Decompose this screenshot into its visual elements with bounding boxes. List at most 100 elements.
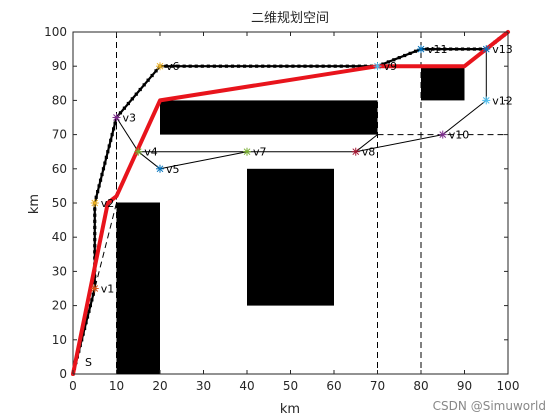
dotted-path-marker-13 bbox=[88, 304, 92, 308]
dotted-path-marker-67 bbox=[224, 64, 229, 68]
dotted-path-marker-60 bbox=[182, 64, 186, 68]
dotted-path-marker-97 bbox=[403, 53, 407, 58]
dotted-path-marker-48 bbox=[126, 101, 130, 106]
dotted-path-marker-80 bbox=[303, 64, 307, 68]
dotted-path-marker-44 bbox=[113, 121, 117, 125]
x-tick-label-40: 40 bbox=[239, 379, 254, 393]
vertex-label-v7: v7 bbox=[253, 146, 267, 159]
vertex-label-v2: v2 bbox=[101, 197, 115, 210]
dotted-path-marker-110 bbox=[478, 47, 482, 51]
dotted-path-marker-98 bbox=[408, 51, 412, 55]
dotted-path-marker-43 bbox=[112, 127, 116, 131]
dotted-path-marker-64 bbox=[206, 64, 210, 68]
network-edge-9 bbox=[355, 134, 443, 153]
dotted-path-marker-38 bbox=[104, 155, 108, 159]
x-tick-label-30: 30 bbox=[196, 379, 211, 393]
watermark-text: CSDN @Simuworld bbox=[433, 399, 546, 413]
dotted-path-marker-51 bbox=[138, 87, 142, 92]
dotted-path-marker-42 bbox=[110, 133, 114, 137]
dotted-path-marker-33 bbox=[97, 184, 101, 188]
dotted-path-marker-81 bbox=[309, 64, 313, 68]
dotted-path-marker-104 bbox=[443, 47, 447, 51]
chart-title: 二维规划空间 bbox=[251, 11, 329, 26]
y-tick-label-50: 50 bbox=[52, 196, 67, 210]
vertex-marker-v4-d2 bbox=[134, 148, 142, 156]
dotted-path-marker-79 bbox=[297, 64, 301, 68]
y-tick-label-60: 60 bbox=[52, 162, 67, 176]
dotted-path-marker-71 bbox=[249, 64, 253, 68]
dotted-path-marker-22 bbox=[93, 250, 97, 254]
vertex-marker-v6-d2 bbox=[156, 62, 164, 70]
dotted-path-marker-28 bbox=[93, 213, 97, 217]
dotted-path-marker-88 bbox=[351, 64, 355, 68]
y-tick-label-20: 20 bbox=[52, 299, 67, 313]
dotted-path-marker-87 bbox=[345, 64, 349, 68]
x-tick-label-70: 70 bbox=[370, 379, 385, 393]
y-tick-label-70: 70 bbox=[52, 128, 67, 142]
dotted-path-marker-76 bbox=[279, 64, 283, 68]
dotted-path-marker-73 bbox=[261, 64, 265, 68]
dotted-path-marker-35 bbox=[100, 172, 104, 177]
dotted-path-marker-72 bbox=[255, 64, 259, 68]
dotted-path-marker-54 bbox=[150, 73, 154, 78]
network-edge-6 bbox=[159, 151, 248, 170]
vertex-label-v8: v8 bbox=[362, 146, 376, 159]
vertex-label-v11: v11 bbox=[427, 43, 448, 56]
dotted-path-marker-49 bbox=[130, 97, 134, 101]
obstacle-1 bbox=[116, 203, 160, 374]
vertex-label-v9: v9 bbox=[384, 60, 398, 73]
dotted-path-marker-89 bbox=[357, 64, 361, 68]
dotted-path-marker-102 bbox=[431, 47, 435, 51]
dotted-path-marker-55 bbox=[154, 69, 158, 73]
dotted-path-marker-78 bbox=[291, 64, 295, 68]
dotted-path-marker-15 bbox=[91, 292, 95, 296]
vertex-marker-v11-d2 bbox=[417, 45, 425, 53]
dotted-path-marker-31 bbox=[94, 195, 98, 199]
dotted-path-marker-14 bbox=[90, 298, 94, 302]
dotted-path-marker-68 bbox=[230, 64, 235, 68]
plot-area: Sv1 v2 v3 v4 v5 v6 v7 v8 v9 v10 v11 v12 v13 0 10 20 30 40… bbox=[44, 25, 519, 393]
x-tick-label-50: 50 bbox=[283, 379, 298, 393]
dotted-path-marker-9 bbox=[83, 326, 87, 330]
y-tick-label-10: 10 bbox=[52, 333, 67, 347]
vertex-marker-v9-d2 bbox=[374, 62, 381, 70]
dotted-path-marker-70 bbox=[242, 64, 247, 68]
y-tick-label-90: 90 bbox=[52, 59, 67, 73]
dotted-path-marker-23 bbox=[93, 244, 97, 248]
obstacle-3 bbox=[247, 168, 334, 306]
dotted-path-marker-47 bbox=[122, 106, 127, 110]
dotted-path-marker-105 bbox=[449, 47, 453, 51]
dotted-path-marker-61 bbox=[188, 64, 192, 68]
dotted-path-marker-52 bbox=[142, 83, 146, 87]
dotted-path-marker-66 bbox=[218, 64, 223, 68]
vertex-label-v4: v4 bbox=[144, 146, 158, 159]
dotted-path-marker-96 bbox=[397, 56, 401, 60]
dotted-path-marker-94 bbox=[386, 60, 390, 64]
y-tick-label-30: 30 bbox=[52, 264, 67, 278]
vertex-label-v1: v1 bbox=[101, 283, 115, 296]
dotted-path-marker-37 bbox=[103, 161, 107, 165]
dotted-path-marker-17 bbox=[93, 280, 97, 284]
dotted-path-marker-46 bbox=[118, 111, 123, 115]
vertex-marker-v10-d2 bbox=[439, 131, 447, 138]
network-edge-3 bbox=[116, 117, 139, 152]
dotted-path-marker-82 bbox=[315, 64, 319, 68]
x-tick-label-10: 10 bbox=[109, 379, 124, 393]
vertex-label-v12: v12 bbox=[492, 94, 513, 107]
dotted-path-marker-53 bbox=[146, 78, 150, 82]
x-tick-label-60: 60 bbox=[326, 379, 341, 393]
x-tick-label-20: 20 bbox=[152, 379, 167, 393]
x-axis-label: km bbox=[280, 402, 300, 417]
vertex-label-S: S bbox=[85, 356, 92, 369]
dotted-path-marker-108 bbox=[466, 47, 471, 51]
dotted-path-marker-101 bbox=[425, 47, 429, 51]
dotted-path-marker-84 bbox=[327, 64, 331, 68]
dotted-path-marker-40 bbox=[107, 144, 111, 148]
dotted-path-marker-83 bbox=[321, 64, 325, 68]
dotted-path-marker-39 bbox=[106, 150, 110, 154]
dotted-path-marker-77 bbox=[285, 64, 289, 68]
dotted-path-marker-12 bbox=[87, 309, 91, 313]
dotted-path-marker-65 bbox=[212, 64, 216, 68]
vertex-marker-v12-d2 bbox=[482, 97, 490, 104]
